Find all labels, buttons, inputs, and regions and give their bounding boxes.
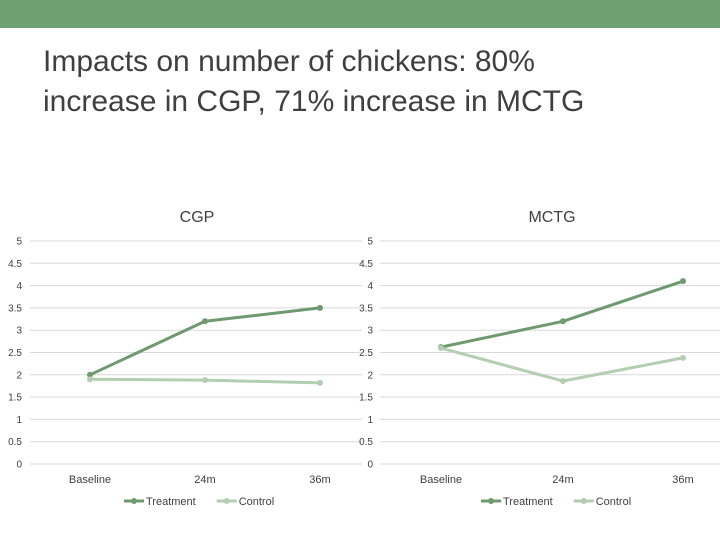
- mctg-chart: MCTG 0 0.5 1 1.5 2 2.5 3 3.5 4 4.5 5 Baseline 24m 36m T…: [359, 209, 720, 508]
- cgp-legend-control-marker: [223, 498, 230, 504]
- mctg-y-tick-label: 4: [367, 281, 373, 292]
- mctg-y-tick-label: 2: [367, 370, 373, 381]
- cgp-chart-title: CGP: [180, 209, 215, 226]
- mctg-x-tick-label: 24m: [552, 474, 573, 486]
- mctg-control-point: [680, 354, 686, 361]
- cgp-y-tick-label: 4: [16, 281, 22, 292]
- mctg-y-tick-label: 1.5: [359, 393, 373, 404]
- mctg-y-tick-label: 3: [367, 326, 373, 337]
- slide-title-line-2: increase in CGP, 71% increase in MCTG: [43, 85, 585, 118]
- mctg-legend-control-marker: [580, 498, 587, 504]
- cgp-y-tick-label: 3.5: [8, 303, 22, 314]
- cgp-y-tick-label: 4.5: [8, 259, 22, 270]
- cgp-legend-control-label: Control: [239, 496, 274, 508]
- mctg-y-tick-label: 0.5: [359, 437, 373, 448]
- cgp-treatment-line: [89, 306, 321, 377]
- cgp-x-tick-label: 24m: [194, 474, 215, 486]
- cgp-x-tick-label: Baseline: [69, 474, 111, 486]
- mctg-y-tick-label: 4.5: [359, 259, 373, 270]
- mctg-legend-treatment-label: Treatment: [503, 496, 553, 508]
- mctg-x-tick-label: 36m: [672, 474, 693, 486]
- mctg-chart-title: MCTG: [528, 209, 575, 226]
- top-color-band: [0, 0, 720, 28]
- mctg-control-point: [438, 345, 444, 352]
- mctg-y-tick-label: 1: [367, 415, 373, 426]
- mctg-y-tick-label: 2.5: [359, 348, 373, 359]
- cgp-control-point: [87, 376, 93, 383]
- mctg-y-tick-label: 0: [367, 460, 373, 471]
- mctg-control-point: [560, 378, 566, 385]
- mctg-treatment-point: [680, 278, 686, 285]
- cgp-y-tick-label: 2.5: [8, 348, 22, 359]
- cgp-chart: CGP 0 0.5 1 1.5 2 2.5 3 3.5 4 4.5 5 Baseline 24m 36m Tr…: [8, 209, 362, 508]
- mctg-x-tick-label: Baseline: [420, 474, 462, 486]
- cgp-treatment-point: [317, 304, 323, 311]
- mctg-y-tick-label: 5: [367, 237, 373, 248]
- cgp-treatment-point: [202, 318, 208, 325]
- cgp-y-tick-label: 5: [16, 237, 22, 248]
- cgp-legend-treatment-marker: [131, 498, 137, 504]
- cgp-control-point: [202, 377, 208, 384]
- mctg-treatment-point: [560, 318, 566, 325]
- cgp-y-tick-label: 0.5: [8, 437, 22, 448]
- cgp-control-point: [317, 379, 323, 386]
- mctg-legend-control-label: Control: [596, 496, 631, 508]
- cgp-y-tick-label: 0: [16, 460, 22, 471]
- mctg-treatment-line: [440, 279, 684, 349]
- cgp-legend-treatment-label: Treatment: [146, 496, 196, 508]
- cgp-treatment-point: [87, 371, 93, 378]
- mctg-y-tick-label: 3.5: [359, 303, 373, 314]
- cgp-y-tick-label: 1: [16, 415, 22, 426]
- mctg-legend-treatment-marker: [488, 498, 494, 504]
- cgp-y-tick-label: 2: [16, 370, 22, 381]
- cgp-x-tick-label: 36m: [309, 474, 330, 486]
- cgp-y-tick-label: 1.5: [8, 393, 22, 404]
- cgp-y-tick-label: 3: [16, 326, 22, 337]
- slide-title: Impacts on number of chickens: 80% incre…: [43, 42, 703, 122]
- slide-title-line-1: Impacts on number of chickens: 80%: [43, 45, 535, 78]
